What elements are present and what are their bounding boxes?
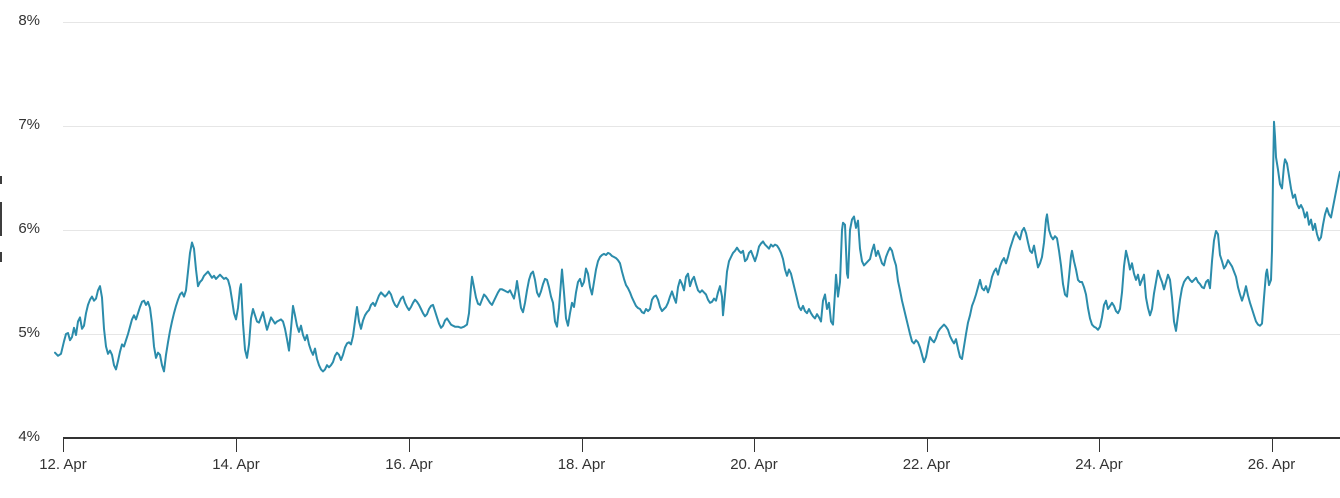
x-axis-label: 26. Apr	[1247, 456, 1296, 473]
x-axis-label: 18. Apr	[557, 456, 606, 473]
x-axis-label: 22. Apr	[902, 456, 951, 473]
x-axis-label: 14. Apr	[212, 456, 260, 473]
x-axis-label: 20. Apr	[730, 456, 778, 473]
y-axis-title-glyph-fragment	[0, 202, 2, 236]
x-axis-tick	[581, 439, 583, 452]
x-axis-label: 16. Apr	[385, 456, 433, 473]
x-axis-label: 12. Apr	[39, 456, 87, 473]
y-axis-label: 8%	[18, 12, 40, 29]
x-axis-tick	[236, 439, 237, 452]
x-axis-tick	[754, 439, 755, 452]
x-axis-tick	[1099, 439, 1100, 452]
x-axis-line	[63, 437, 1340, 439]
y-axis-label: 4%	[18, 428, 40, 445]
x-axis-tick	[63, 439, 64, 452]
x-axis-tick	[1271, 439, 1273, 452]
x-axis-label: 24. Apr	[1075, 456, 1123, 473]
y-axis-title-glyph-fragment	[0, 252, 2, 262]
y-axis-label: 6%	[18, 220, 40, 237]
gridline	[63, 22, 1340, 23]
gridline	[63, 126, 1340, 127]
y-axis-label: 7%	[18, 116, 40, 133]
x-axis-tick	[409, 439, 410, 452]
gridline	[63, 334, 1340, 335]
series-line[interactable]	[54, 120, 1340, 373]
gridline	[63, 230, 1340, 231]
x-axis-tick	[926, 439, 928, 452]
y-axis-label: 5%	[18, 324, 40, 341]
y-axis-title-clipped	[0, 176, 3, 268]
y-axis-title-glyph-fragment	[0, 176, 2, 184]
